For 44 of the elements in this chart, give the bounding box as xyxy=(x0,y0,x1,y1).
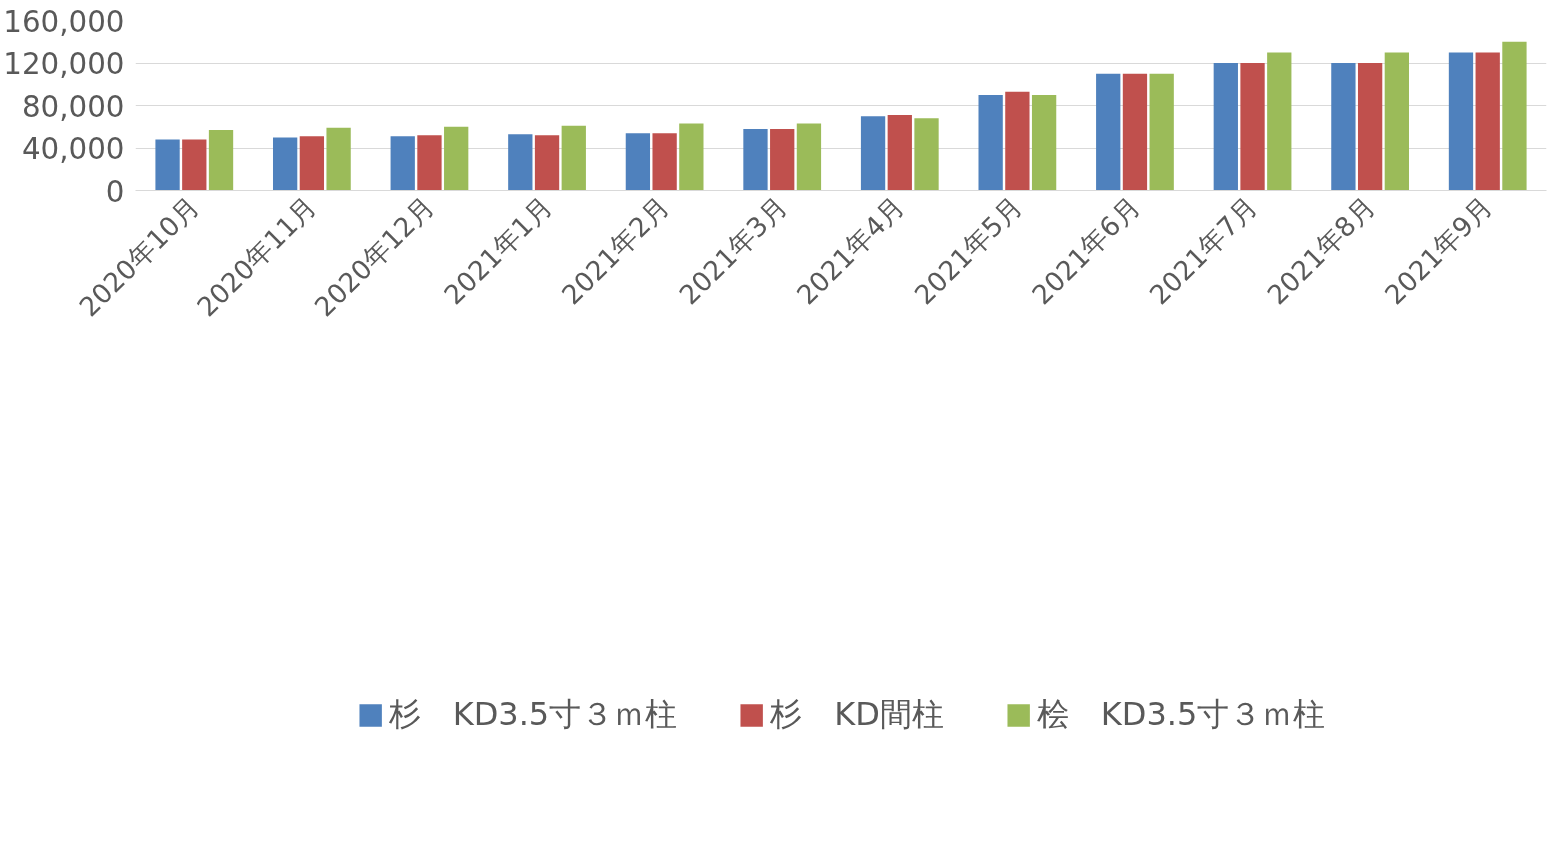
bar xyxy=(299,136,325,191)
bar xyxy=(1149,73,1174,191)
bar xyxy=(1240,63,1265,191)
bar xyxy=(272,137,298,191)
bar xyxy=(679,123,704,191)
legend-label: 桧 KD3.5寸３ｍ柱 xyxy=(1036,694,1326,735)
bar xyxy=(743,128,768,191)
bar xyxy=(770,128,795,191)
bar xyxy=(887,115,912,191)
bar xyxy=(796,123,822,191)
bar xyxy=(1267,52,1292,191)
y-tick-label: 120,000 xyxy=(3,47,125,81)
bar xyxy=(208,129,234,191)
y-tick-label: 80,000 xyxy=(21,89,125,124)
bar xyxy=(1213,63,1238,191)
bar xyxy=(1357,63,1383,191)
bar xyxy=(625,133,651,191)
y-tick-label: 40,000 xyxy=(21,132,125,166)
bar xyxy=(1384,52,1410,191)
bar xyxy=(1331,63,1356,191)
bar xyxy=(1122,73,1148,191)
bar xyxy=(444,126,469,191)
bar xyxy=(417,135,442,191)
bar xyxy=(182,139,207,191)
y-tick-label: 0 xyxy=(105,174,125,209)
bar xyxy=(326,127,351,191)
bar xyxy=(1005,91,1030,191)
bar xyxy=(561,125,586,191)
bar xyxy=(860,116,886,191)
bar xyxy=(1096,73,1121,191)
bar xyxy=(914,118,939,191)
legend-label: 杉 KD3.5寸３ｍ柱 xyxy=(388,694,678,735)
bar xyxy=(978,94,1003,191)
bar xyxy=(534,135,560,191)
bar xyxy=(652,133,677,191)
bar xyxy=(1475,52,1500,191)
bar xyxy=(1502,41,1527,191)
y-tick-label: 160,000 xyxy=(3,4,125,39)
bar xyxy=(155,139,180,191)
bar xyxy=(390,136,415,191)
bar xyxy=(1448,52,1474,191)
legend-label: 杉 KD間柱 xyxy=(770,694,944,735)
bar xyxy=(508,134,533,191)
bar xyxy=(1031,94,1057,191)
